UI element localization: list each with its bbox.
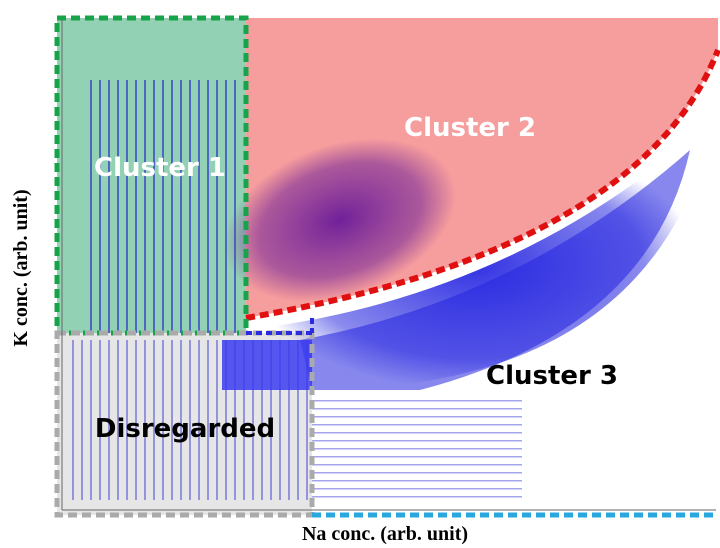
plot-area: Cluster 1 Cluster 2 Cluster 3 Disregarde… bbox=[54, 15, 720, 518]
point-cloud bbox=[90, 80, 240, 333]
annotation: Cluster 1 bbox=[94, 153, 226, 183]
annotation: Cluster 2 bbox=[404, 113, 536, 143]
annotation: Cluster 3 bbox=[486, 361, 618, 391]
y-axis-label: K conc. (arb. unit) bbox=[10, 189, 32, 346]
annotation: Disregarded bbox=[95, 414, 275, 444]
point-cloud bbox=[300, 150, 690, 390]
x-axis-label: Na conc. (arb. unit) bbox=[302, 523, 468, 545]
cluster-2-boundary bbox=[245, 48, 720, 321]
point-cloud bbox=[222, 340, 312, 390]
point-cloud bbox=[224, 138, 456, 302]
point-cloud bbox=[312, 400, 522, 500]
